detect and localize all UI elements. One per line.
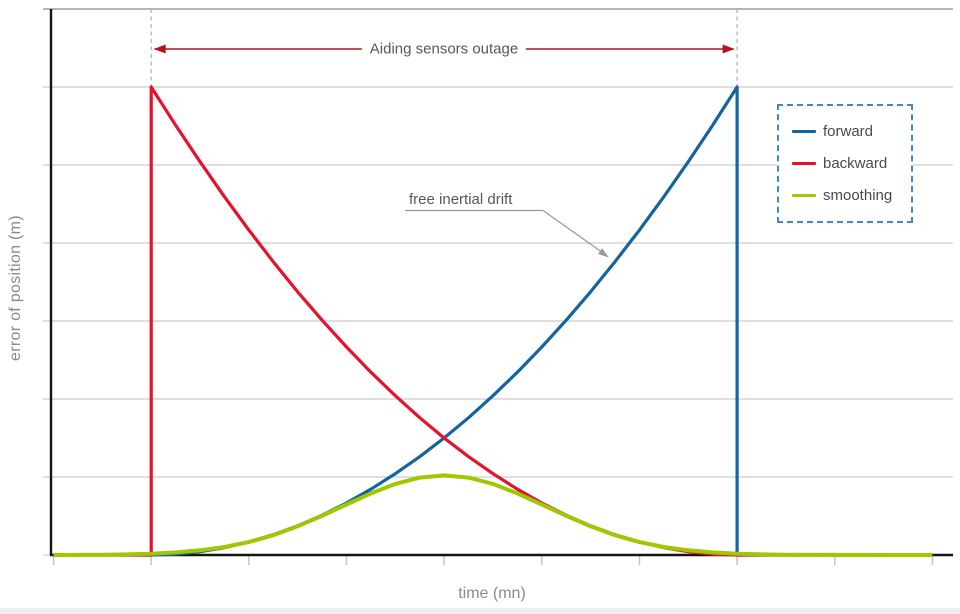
window-bottom-bar: [0, 608, 960, 614]
smoothing-curve: [53, 473, 933, 557]
drift-annotation-label: free inertial drift: [409, 191, 513, 208]
legend-item-label: forward: [823, 123, 874, 140]
outage-arrowhead-right: [722, 44, 735, 54]
forward-line-swatch: [792, 129, 816, 134]
legend-item-smoothing: smoothing: [792, 187, 911, 204]
legend-item-forward: forward: [792, 123, 911, 140]
drift-arrowhead: [598, 248, 609, 258]
legend-box: forward backward smoothing: [777, 104, 913, 223]
smoothing-line-swatch: [792, 193, 816, 198]
y-axis-label: error of position (m): [7, 215, 24, 361]
outage-annotation-label: Aiding sensors outage: [361, 40, 527, 58]
outage-arrowhead-left: [153, 44, 166, 54]
x-axis-label: time (mn): [458, 585, 526, 602]
legend-item-label: backward: [823, 155, 888, 172]
legend-item-label: smoothing: [823, 187, 893, 204]
drift-leader-line: [542, 210, 602, 252]
legend-item-backward: backward: [792, 155, 911, 172]
backward-line-swatch: [792, 161, 816, 166]
